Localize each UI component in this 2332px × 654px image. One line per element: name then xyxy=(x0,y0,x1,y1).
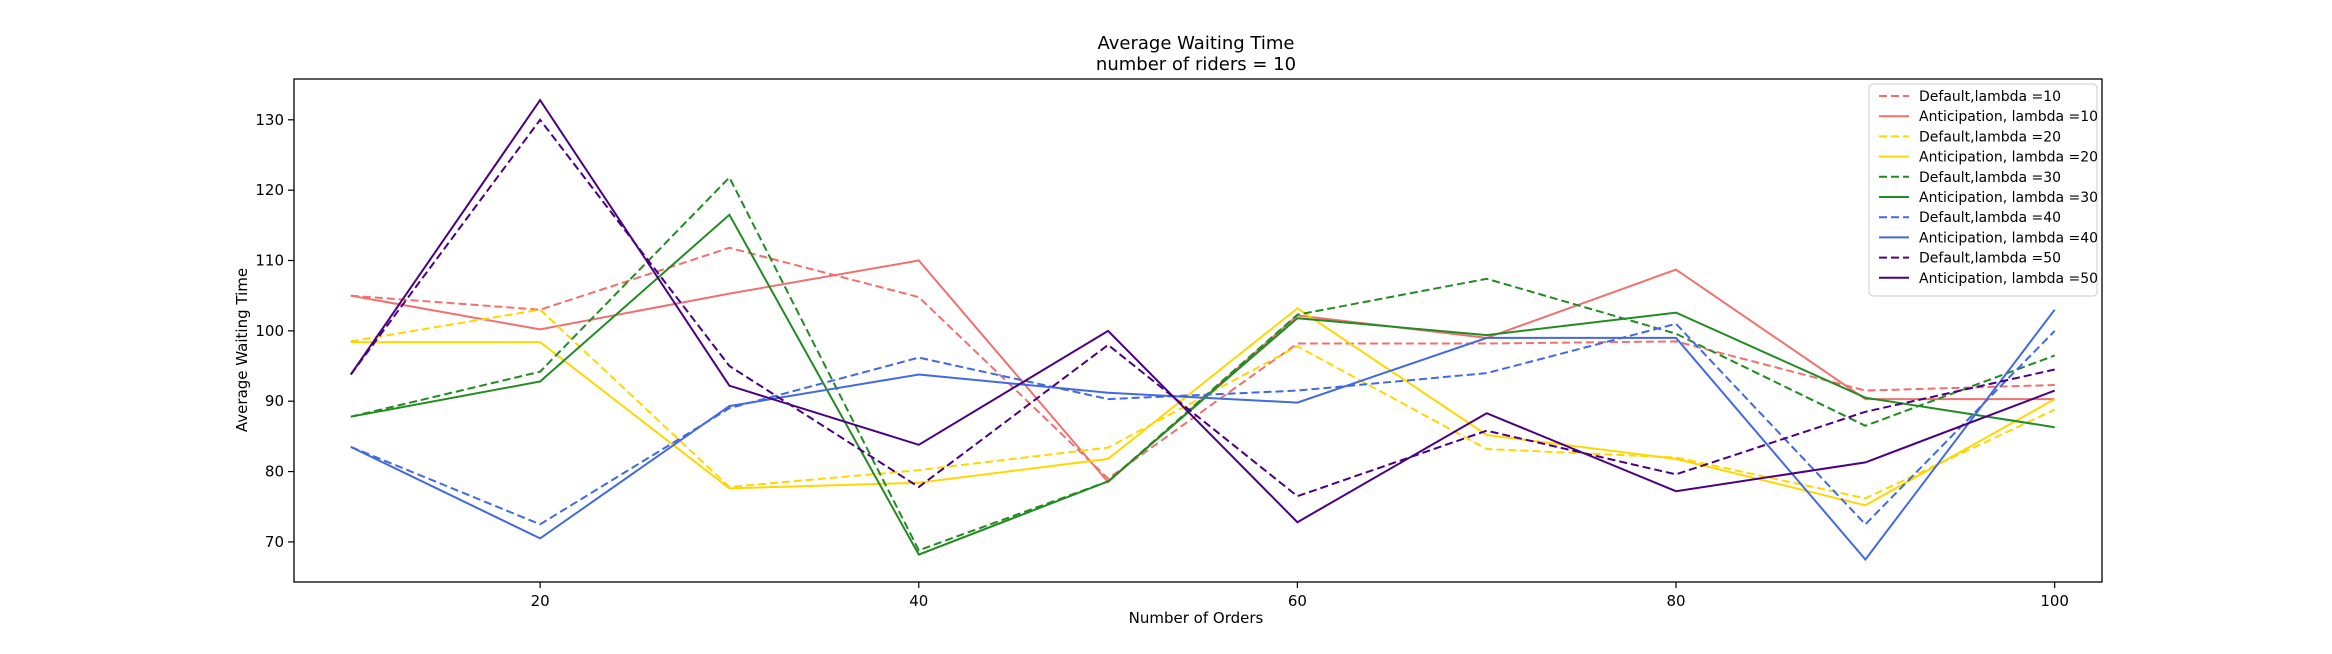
series-line-3 xyxy=(350,308,2056,500)
y-tick-label: 130 xyxy=(255,111,284,129)
x-tick-label: 60 xyxy=(1288,592,1307,610)
plot-area xyxy=(349,98,2056,562)
x-tick-label: 20 xyxy=(531,592,550,610)
legend-entry: Anticipation, lambda =20 xyxy=(1919,150,2098,166)
x-tick-label: 80 xyxy=(1666,592,1685,610)
y-tick-label: 100 xyxy=(255,322,284,340)
legend-entry: Anticipation, lambda =30 xyxy=(1919,190,2098,206)
y-tick-label: 70 xyxy=(265,533,284,551)
x-tick-label: 100 xyxy=(2040,592,2069,610)
series-line-1 xyxy=(350,246,2055,480)
legend: Default,lambda =10 Anticipation, lambda =… xyxy=(1868,83,2098,297)
legend-entry: Default,lambda =40 xyxy=(1919,210,2061,226)
x-tick-label: 40 xyxy=(909,592,928,610)
legend-entry: Anticipation, lambda =10 xyxy=(1919,109,2098,125)
axis-ticks: 20 40 60 80 100 70 80 90 100 110 120 130 xyxy=(255,111,2069,610)
plot-frame xyxy=(293,78,2103,583)
series-line-10 xyxy=(349,98,2056,524)
y-tick-label: 120 xyxy=(255,181,284,199)
x-axis-label: Number of Orders xyxy=(1129,609,1264,627)
series-line-8 xyxy=(350,309,2056,562)
legend-entry: Default,lambda =50 xyxy=(1919,251,2061,267)
series-line-4 xyxy=(350,307,2056,507)
series-lines xyxy=(349,98,2056,562)
y-tick-label: 80 xyxy=(265,463,284,481)
y-tick-label: 110 xyxy=(255,252,284,270)
series-line-7 xyxy=(350,322,2056,526)
y-tick-label: 90 xyxy=(265,392,284,410)
legend-entry: Anticipation, lambda =50 xyxy=(1919,271,2098,287)
legend-box xyxy=(1868,83,2098,297)
series-line-6 xyxy=(350,213,2055,556)
series-line-5 xyxy=(350,175,2056,552)
legend-entry: Default,lambda =30 xyxy=(1919,170,2061,186)
legend-entry: Default,lambda =10 xyxy=(1919,89,2061,105)
chart-subtitle: number of riders = 10 xyxy=(1096,54,1296,75)
legend-entry: Anticipation, lambda =40 xyxy=(1919,230,2098,246)
chart-title: Average Waiting Time xyxy=(1098,33,1295,54)
y-axis-label: Average Waiting Time xyxy=(233,268,251,432)
series-line-9 xyxy=(349,118,2055,498)
legend-entry: Default,lambda =20 xyxy=(1919,129,2061,145)
